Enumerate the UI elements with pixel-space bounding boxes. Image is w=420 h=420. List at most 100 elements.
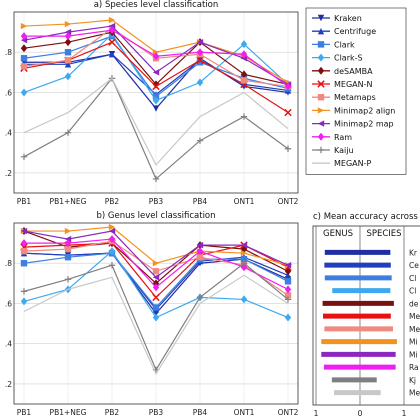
x-tick-label: PB1 — [17, 197, 32, 206]
data-point — [240, 249, 248, 257]
data-point — [240, 50, 248, 59]
bar-species — [360, 262, 391, 268]
series-kaiju — [20, 260, 292, 374]
data-point — [64, 38, 72, 47]
bar-species — [360, 300, 394, 306]
legend: Kraken Centrifuge Clark Clark-S deSAMBA MEGAN… — [305, 7, 407, 175]
bar-row-kaiju: Kj — [331, 376, 416, 385]
bar-label: Cl — [409, 274, 416, 283]
y-tick-label: .2 — [5, 169, 12, 178]
data-point — [64, 61, 72, 68]
legend-marker — [317, 53, 325, 62]
data-point — [64, 57, 72, 64]
legend-label: MEGAN-N — [334, 80, 373, 89]
series-megan-p — [23, 274, 289, 376]
legend-marker — [317, 41, 325, 48]
bar-label: Me — [409, 389, 420, 398]
bar-genus — [332, 288, 360, 294]
data-point — [152, 313, 160, 322]
bar-row-megan-p: Me — [334, 389, 420, 398]
y-tick-label: .8 — [5, 259, 12, 268]
x-tick-label: PB4 — [193, 197, 208, 206]
legend-label: Kaiju — [334, 146, 354, 155]
legend-entry-metamaps: Metamaps — [312, 93, 376, 102]
bar-genus — [324, 249, 360, 255]
data-point — [152, 105, 160, 112]
data-point — [20, 297, 28, 306]
bar-species — [360, 275, 392, 281]
genus-chart: b) Genus level classification .2 .4 .6 .8 PB1… — [5, 211, 299, 417]
data-point — [108, 262, 116, 269]
plot-frame — [13, 222, 299, 405]
data-point — [284, 272, 292, 279]
bar-species — [360, 288, 391, 294]
data-point — [196, 253, 204, 261]
bar-genus — [334, 390, 360, 396]
x-tick-label: 0 — [358, 409, 363, 418]
legend-entry-kaiju: Kaiju — [312, 146, 354, 155]
data-point — [20, 32, 28, 41]
data-point — [152, 260, 160, 267]
chart-title: b) Genus level classification — [96, 211, 215, 221]
data-point — [20, 63, 28, 70]
bar-row-minimap2-map: Mi — [321, 350, 418, 359]
data-point — [240, 55, 248, 62]
data-point — [196, 137, 204, 144]
data-point — [240, 113, 248, 120]
legend-entry-ram: Ram — [312, 132, 352, 142]
data-point — [240, 241, 248, 249]
y-tick-label: .4 — [5, 340, 12, 349]
legend-entry-megan-p: MEGAN-P — [312, 159, 372, 168]
data-point — [152, 80, 160, 89]
legend-marker — [317, 14, 325, 22]
bar-row-megan-n: Me — [323, 312, 420, 321]
bar-species — [360, 351, 396, 357]
data-point — [284, 278, 292, 285]
legend-marker — [317, 94, 325, 101]
bar-row-desamba: de — [322, 299, 419, 308]
bar-row-minimap2-align: Mi — [321, 338, 418, 347]
legend-marker — [317, 120, 325, 127]
x-tick-label: 1 — [402, 409, 407, 418]
bar-label: Cl — [409, 287, 416, 296]
data-point — [284, 296, 292, 303]
x-tick-label: PB3 — [149, 408, 164, 417]
legend-label: Minimap2 map — [334, 120, 394, 129]
series-minimap2-map — [20, 227, 292, 281]
data-point — [196, 247, 204, 256]
data-point — [152, 304, 160, 311]
mean-accuracy-chart: c) Mean accuracy across all samples GENUS… — [312, 212, 420, 418]
bar-species — [360, 326, 393, 332]
data-point — [20, 247, 28, 255]
data-point — [284, 145, 292, 152]
data-point — [64, 245, 72, 253]
chart-title: c) Mean accuracy across all samples — [313, 212, 420, 222]
data-point — [20, 88, 28, 97]
x-tick-label: PB1 — [17, 408, 32, 417]
bar-label: Mi — [409, 350, 418, 359]
data-point — [152, 52, 160, 61]
plot-frame — [312, 225, 420, 406]
legend-marker — [317, 132, 325, 141]
x-tick-label: ONT2 — [278, 197, 299, 206]
data-point — [284, 262, 292, 269]
data-point — [64, 276, 72, 283]
x-tick-label: PB2 — [105, 197, 120, 206]
data-point — [240, 40, 248, 49]
bar-species — [360, 249, 391, 255]
legend-entry-minimap2-align: Minimap2 align — [312, 106, 395, 115]
data-point — [152, 175, 160, 183]
bar-species — [360, 339, 397, 345]
bar-genus — [324, 262, 360, 268]
x-tick-label: ONT1 — [234, 197, 255, 206]
data-point — [284, 108, 292, 117]
legend-entry-megan-n: MEGAN-N — [312, 80, 373, 89]
legend-entry-clark-s: Clark-S — [312, 53, 363, 63]
data-point — [20, 227, 28, 235]
legend-entry-clark: Clark — [312, 40, 355, 49]
data-point — [108, 235, 116, 244]
data-point — [240, 77, 248, 84]
data-point — [152, 69, 160, 76]
y-tick-label: .6 — [5, 299, 12, 308]
